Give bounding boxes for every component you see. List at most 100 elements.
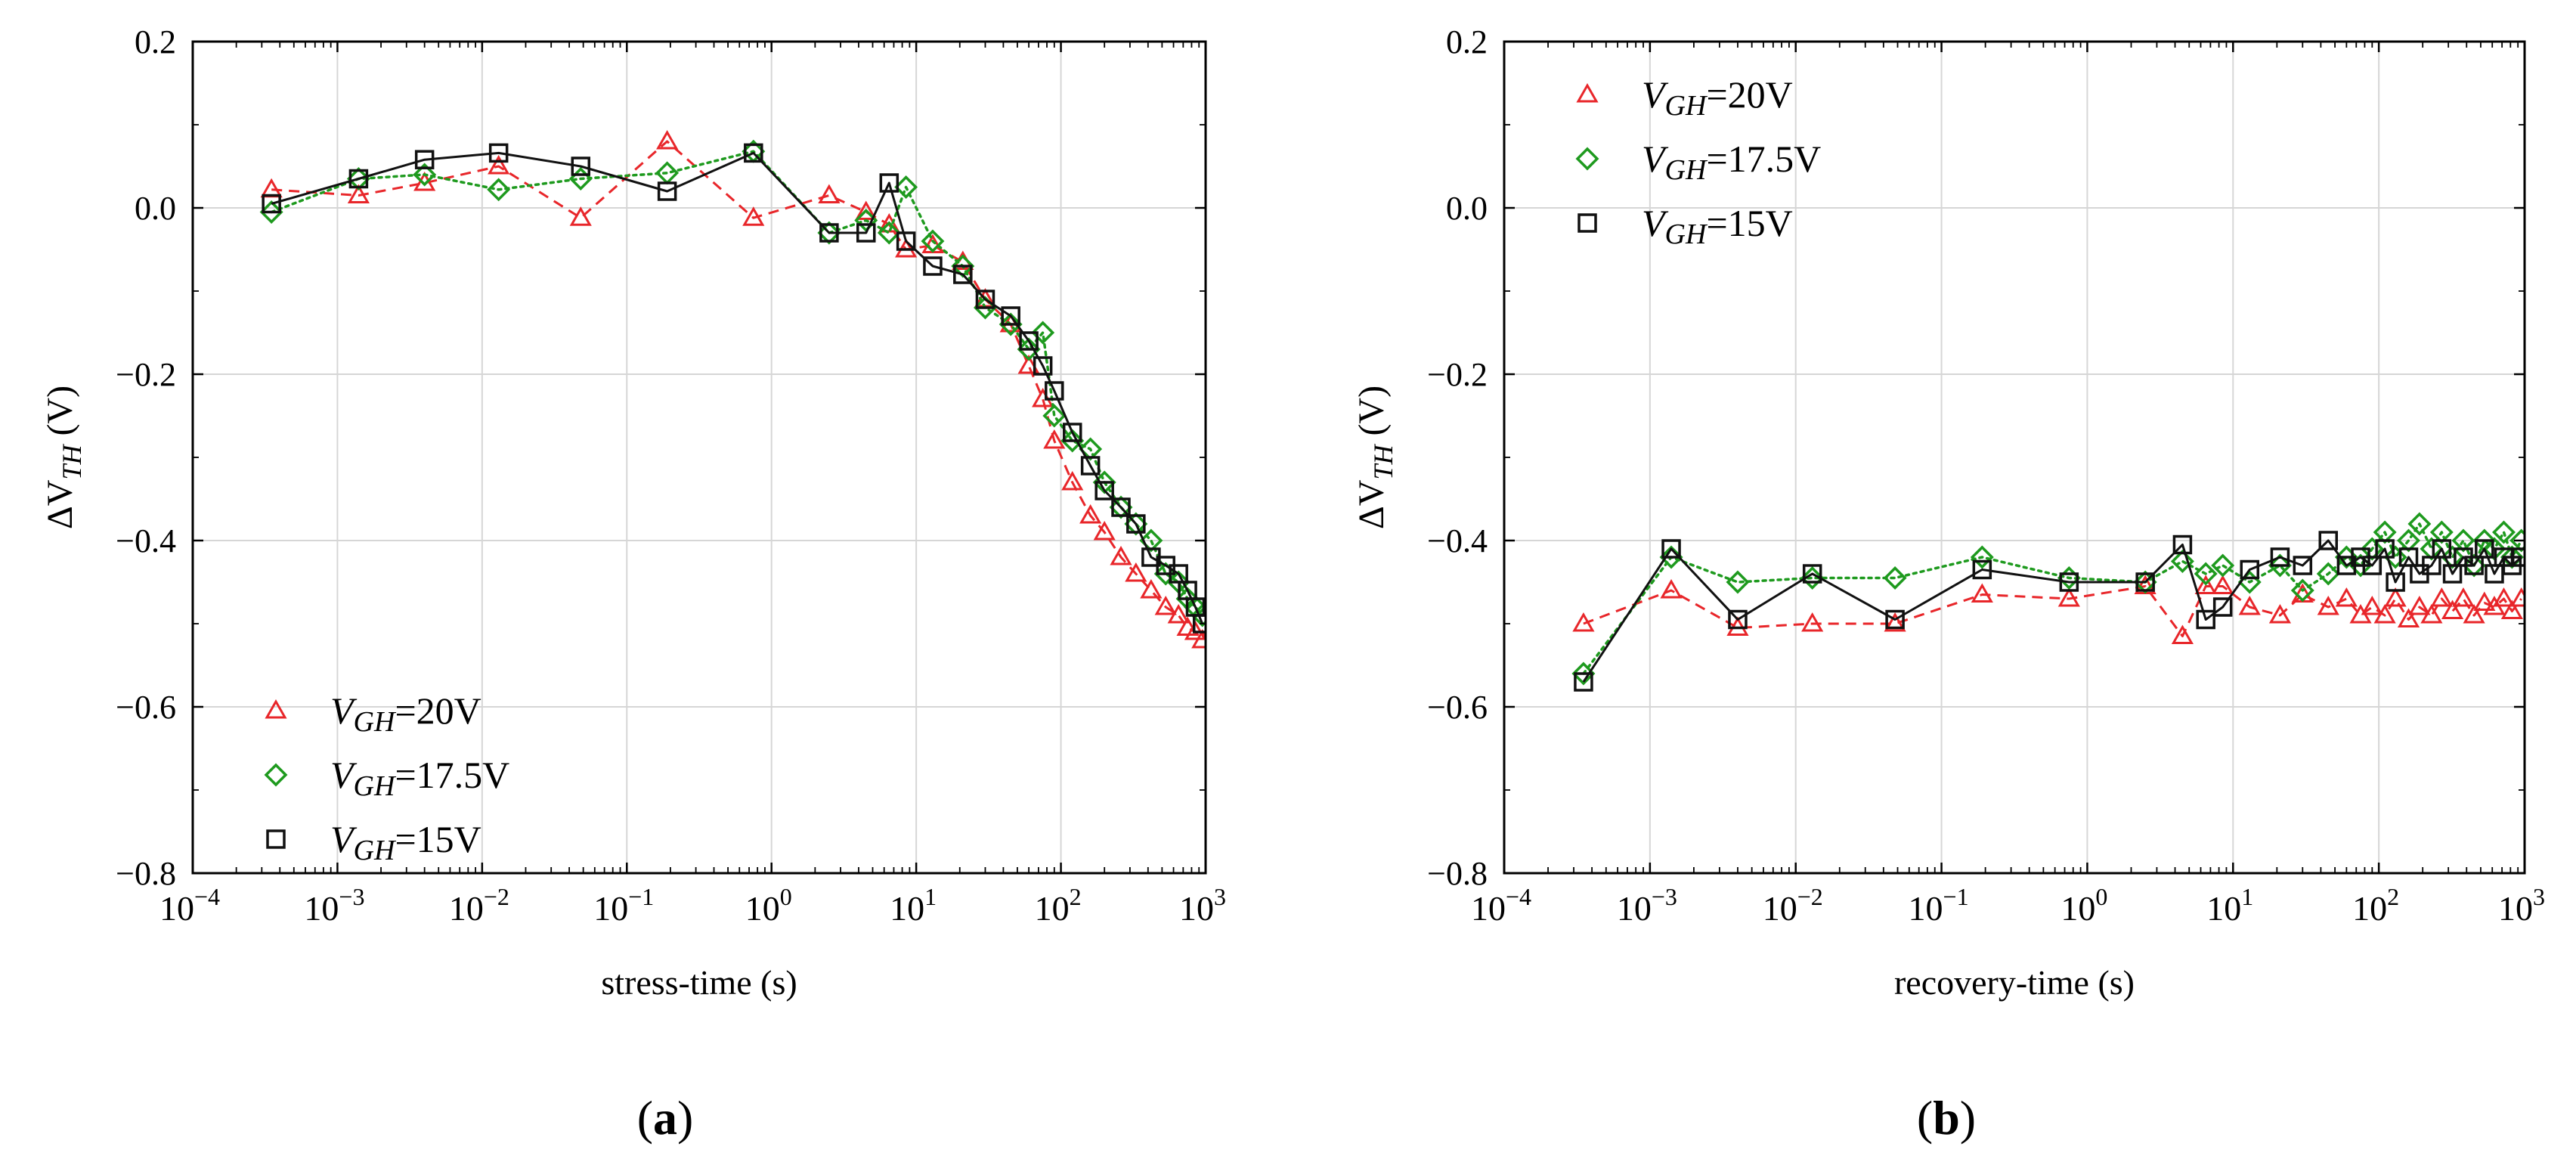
data-point [2473, 591, 2496, 611]
legend-item: VGH=17.5V [1575, 138, 1821, 186]
data-point [1109, 495, 1133, 519]
data-point [1125, 562, 1147, 582]
data-point [259, 200, 283, 224]
legend-item: VGH=15V [1577, 202, 1793, 250]
data-point [2510, 587, 2525, 607]
legend-label: VGH=17.5V [1642, 138, 1821, 186]
y-tick-label: 0.2 [1446, 23, 1488, 60]
data-point [1726, 570, 1750, 594]
data-point [2398, 547, 2419, 567]
data-point [1017, 337, 1041, 361]
data-point [414, 150, 435, 169]
data-point [2196, 609, 2215, 630]
data-point [1572, 612, 1595, 632]
data-point [2509, 528, 2525, 553]
data-point [1126, 514, 1146, 534]
series-line [271, 151, 1204, 624]
data-point [1093, 520, 1116, 541]
data-point [2059, 572, 2079, 592]
data-point [2442, 564, 2463, 584]
data-point [742, 206, 765, 226]
data-point [2238, 595, 2261, 615]
data-point [1062, 423, 1082, 442]
x-tick-label: 101 [2206, 883, 2253, 928]
y-tick-label: −0.6 [1427, 689, 1488, 726]
x-tick-label: 101 [890, 883, 937, 928]
data-point [2500, 599, 2523, 619]
x-tick-label: 10−1 [593, 883, 654, 928]
x-tick-label: 103 [1179, 883, 1226, 928]
data-point [1094, 481, 1114, 500]
data-point [1884, 612, 1906, 632]
data-point [1079, 437, 1103, 461]
panel-label: (a) [637, 1091, 694, 1145]
data-point [2383, 545, 2407, 569]
data-point [413, 171, 436, 191]
data-point [657, 181, 677, 201]
data-point [1191, 628, 1206, 649]
data-point [2194, 575, 2217, 594]
data-point [1001, 306, 1020, 326]
data-point [2475, 539, 2494, 559]
data-point [2420, 603, 2443, 624]
data-point [656, 129, 679, 150]
data-point [347, 184, 370, 203]
panel-label: (b) [1917, 1091, 1976, 1145]
data-point [2397, 608, 2420, 627]
data-point [2429, 520, 2454, 544]
data-point [413, 163, 437, 187]
data-point [2463, 603, 2485, 624]
legend-marker [1575, 147, 1599, 171]
legend: VGH=20V VGH=17.5V VGH=15V [264, 689, 509, 866]
data-point [1124, 512, 1148, 536]
data-point [1192, 614, 1206, 634]
data-point [1111, 497, 1131, 517]
data-point [2452, 587, 2475, 607]
y-tick-label: 0.2 [135, 23, 176, 60]
y-tick-label: −0.8 [1427, 855, 1488, 892]
legend-item: VGH=15V [266, 818, 481, 866]
data-point [2451, 528, 2475, 553]
data-point [1167, 603, 1190, 624]
data-point [2441, 545, 2465, 569]
data-point [2170, 550, 2194, 573]
data-point [1079, 503, 1102, 524]
y-tick-label: −0.8 [116, 855, 176, 892]
data-point [953, 265, 973, 284]
data-point [2492, 520, 2516, 544]
data-point [1660, 578, 1683, 599]
data-point [2375, 539, 2395, 559]
legend-label: VGH=17.5V [330, 754, 509, 802]
data-point [2268, 553, 2292, 578]
legend-item: VGH=17.5V [264, 754, 509, 802]
data-point [894, 175, 918, 199]
data-point [2290, 578, 2314, 603]
data-point [2464, 556, 2484, 575]
data-point [1885, 609, 1905, 630]
data-point [1042, 404, 1067, 428]
x-tick-label: 10−2 [1763, 883, 1823, 928]
y-tick-label: −0.6 [116, 689, 176, 726]
data-point [1190, 603, 1206, 627]
data-point [2316, 562, 2340, 586]
ticks [1503, 40, 2526, 875]
data-point [923, 256, 943, 276]
legend-item: VGH=20V [265, 689, 481, 738]
data-point [488, 154, 510, 175]
plot-area [259, 129, 1206, 649]
data-point [2171, 624, 2194, 644]
data-point [1045, 381, 1064, 401]
data-point [2212, 575, 2234, 594]
data-point [1060, 429, 1085, 453]
y-tick-label: −0.4 [1427, 522, 1488, 559]
data-point [1659, 545, 1683, 569]
x-tick-label: 10−1 [1909, 883, 1969, 928]
data-point [1802, 564, 1822, 584]
data-point [1110, 545, 1132, 565]
series-square [262, 143, 1206, 634]
legend-marker [1577, 213, 1597, 233]
data-point [1800, 566, 1825, 590]
legend-label: VGH=15V [330, 818, 481, 866]
data-point [1031, 321, 1055, 345]
